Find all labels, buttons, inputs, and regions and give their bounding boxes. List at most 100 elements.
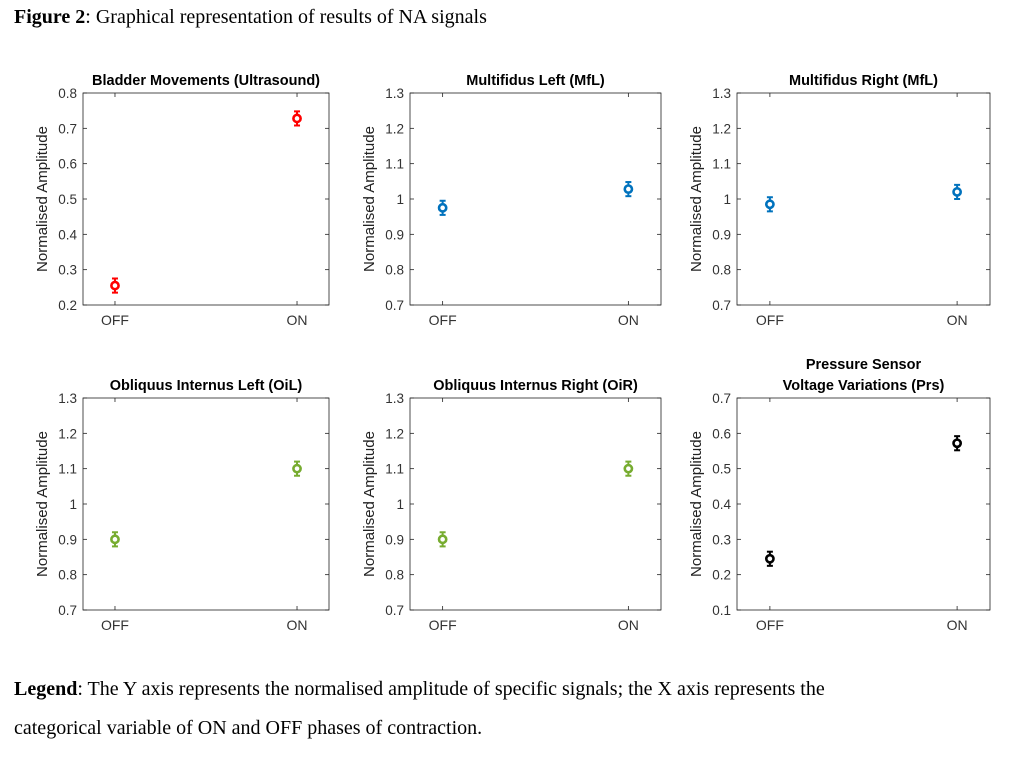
x-tick-label: OFF xyxy=(429,312,457,328)
y-tick-label: 0.5 xyxy=(712,462,731,477)
y-tick-label: 0.6 xyxy=(712,426,731,441)
y-tick-label: 0.7 xyxy=(58,603,77,618)
chart-title: Bladder Movements (Ultrasound) xyxy=(92,73,320,89)
y-tick-label: 0.7 xyxy=(58,121,77,136)
figure-caption-label: Figure 2 xyxy=(14,6,86,28)
legend-line-2: categorical variable of ON and OFF phase… xyxy=(14,717,482,740)
y-axis-label: Normalised Amplitude xyxy=(688,126,705,272)
y-tick-label: 1 xyxy=(69,497,77,512)
y-axis-label: Normalised Amplitude xyxy=(688,431,705,577)
data-point xyxy=(437,202,448,213)
plot-area xyxy=(409,92,662,306)
chart-panel-6: Pressure Sensor Voltage Variations (Prs) 0… xyxy=(688,357,991,633)
y-axis-label: Normalised Amplitude xyxy=(361,126,378,272)
y-tick-label: 1.1 xyxy=(385,157,404,172)
legend-text-2: categorical variable of ON and OFF phase… xyxy=(14,717,483,739)
chart-title: Obliquus Internus Left (OiL) xyxy=(110,378,303,394)
y-tick-label: 0.8 xyxy=(712,263,731,278)
y-tick-label: 0.7 xyxy=(712,298,731,313)
x-tick-label: OFF xyxy=(756,617,784,633)
x-tick-label: ON xyxy=(947,617,968,633)
y-tick-label: 0.8 xyxy=(385,263,404,278)
chart-title: Multifidus Left (MfL) xyxy=(466,73,605,89)
figure-caption-text: : Graphical representation of results of… xyxy=(85,6,487,28)
y-tick-label: 0.6 xyxy=(58,157,77,172)
x-tick-label: ON xyxy=(287,312,308,328)
plot-area xyxy=(82,397,330,611)
data-point xyxy=(110,534,120,545)
chart-title: Multifidus Right (MfL) xyxy=(789,73,938,89)
y-tick-label: 0.8 xyxy=(58,86,77,101)
data-point xyxy=(110,280,120,291)
y-tick-label: 0.3 xyxy=(712,532,731,547)
chart-panel-2: Multifidus Left (MfL) 0.7 0.8 0.9 1 1.1 1.2 1.3… xyxy=(361,73,662,328)
data-point xyxy=(764,553,775,564)
y-axis-label: Normalised Amplitude xyxy=(34,431,51,577)
y-axis-label: Normalised Amplitude xyxy=(34,126,51,272)
data-point xyxy=(292,463,302,474)
chart-panel-3: Multifidus Right (MfL) 0.7 0.8 0.9 1 1.1 1.2 1.… xyxy=(688,73,991,328)
y-tick-label: 1 xyxy=(396,192,404,207)
x-tick-label: OFF xyxy=(101,312,129,328)
data-point xyxy=(952,187,963,197)
x-tick-label: OFF xyxy=(756,312,784,328)
y-tick-label: 0.5 xyxy=(58,192,77,207)
chart-grid: Bladder Movements (Ultrasound) 0.2 0.3 0.4 0… xyxy=(34,73,991,633)
y-tick-label: 1 xyxy=(723,192,731,207)
y-tick-label: 0.1 xyxy=(712,603,731,618)
data-point xyxy=(292,113,302,124)
y-tick-label: 1.2 xyxy=(712,121,731,136)
y-tick-label: 0.9 xyxy=(385,532,404,547)
data-point xyxy=(952,438,963,449)
y-tick-label: 1.3 xyxy=(712,86,731,101)
y-tick-label: 0.7 xyxy=(385,603,404,618)
y-tick-label: 1.2 xyxy=(385,426,404,441)
y-tick-label: 1.3 xyxy=(385,86,404,101)
chart-title: Obliquus Internus Right (OiR) xyxy=(433,378,638,394)
y-tick-label: 0.7 xyxy=(385,298,404,313)
y-tick-label: 0.9 xyxy=(385,227,404,242)
y-tick-label: 1.2 xyxy=(385,121,404,136)
plot-area xyxy=(736,397,991,611)
y-tick-label: 1.3 xyxy=(58,391,77,406)
y-tick-label: 0.4 xyxy=(58,227,77,242)
legend-text-1: : The Y axis represents the normalised a… xyxy=(77,678,825,700)
y-tick-label: 0.9 xyxy=(58,532,77,547)
y-tick-label: 1.3 xyxy=(385,391,404,406)
y-tick-label: 1 xyxy=(396,497,404,512)
x-tick-label: ON xyxy=(618,312,639,328)
y-tick-label: 1.2 xyxy=(58,426,77,441)
chart-panel-5: Obliquus Internus Right (OiR) 0.7 0.8 0.9 1 1… xyxy=(361,378,662,633)
plot-area xyxy=(409,397,662,611)
y-axis-label: Normalised Amplitude xyxy=(361,431,378,577)
data-point xyxy=(623,184,634,195)
chart-panel-4: Obliquus Internus Left (OiL) 0.7 0.8 0.9 1 1.… xyxy=(34,378,330,633)
data-point xyxy=(623,463,634,474)
chart-panel-1: Bladder Movements (Ultrasound) 0.2 0.3 0.4 0… xyxy=(34,73,330,328)
y-tick-label: 0.2 xyxy=(712,568,731,583)
y-tick-label: 0.7 xyxy=(712,391,731,406)
y-tick-label: 0.8 xyxy=(385,568,404,583)
plot-area xyxy=(736,92,991,306)
figure-caption: Figure 2: Graphical representation of re… xyxy=(14,6,487,29)
data-point xyxy=(764,199,775,210)
x-tick-label: OFF xyxy=(101,617,129,633)
y-tick-label: 0.9 xyxy=(712,227,731,242)
y-tick-label: 0.8 xyxy=(58,568,77,583)
y-tick-label: 1.1 xyxy=(385,462,404,477)
x-tick-label: ON xyxy=(287,617,308,633)
y-tick-label: 0.4 xyxy=(712,497,731,512)
x-tick-label: OFF xyxy=(429,617,457,633)
x-tick-label: ON xyxy=(947,312,968,328)
y-tick-label: 0.3 xyxy=(58,263,77,278)
legend-label: Legend xyxy=(14,678,78,700)
plot-area xyxy=(82,92,330,306)
chart-title: Pressure Sensor xyxy=(806,357,922,373)
chart-title: Voltage Variations (Prs) xyxy=(783,378,945,394)
x-tick-label: ON xyxy=(618,617,639,633)
data-point xyxy=(437,534,448,545)
legend-line-1: Legend: The Y axis represents the normal… xyxy=(14,678,825,701)
y-tick-label: 1.1 xyxy=(712,157,731,172)
y-tick-label: 0.2 xyxy=(58,298,77,313)
y-tick-label: 1.1 xyxy=(58,462,77,477)
